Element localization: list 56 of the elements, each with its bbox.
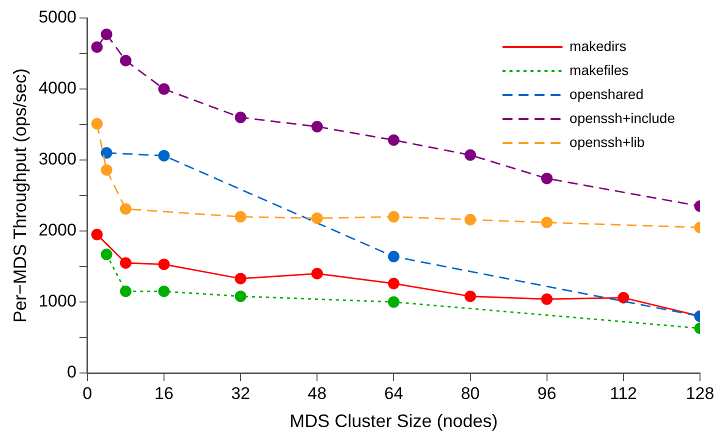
x-tick-label: 64	[384, 384, 404, 403]
x-tick-label: 48	[308, 384, 327, 403]
legend-label: openssh+lib	[570, 134, 645, 150]
point	[311, 120, 323, 132]
point	[91, 41, 103, 53]
y-tick-label: 5000	[38, 8, 76, 27]
point	[388, 296, 400, 308]
point	[234, 290, 246, 302]
point	[91, 118, 103, 130]
point	[158, 258, 170, 270]
point	[618, 292, 630, 304]
legend-label: makedirs	[570, 38, 626, 54]
x-tick-label: 32	[231, 384, 250, 403]
point	[120, 257, 132, 269]
point	[311, 268, 323, 280]
point	[120, 203, 132, 215]
x-tick-label: 80	[460, 384, 480, 403]
point	[541, 293, 553, 305]
y-tick-label: 2000	[38, 220, 76, 240]
legend-label: openssh+include	[570, 110, 676, 126]
point	[158, 150, 170, 162]
y-tick-label: 3000	[38, 150, 76, 169]
y-tick-label: 4000	[38, 78, 76, 98]
y-axis-title: Per−MDS Throughput (ops/sec)	[10, 68, 30, 323]
point	[100, 28, 112, 40]
point	[120, 54, 132, 66]
point	[234, 272, 246, 284]
point	[311, 212, 323, 224]
point	[464, 214, 476, 226]
point	[100, 147, 112, 159]
point	[91, 228, 103, 240]
point	[234, 211, 246, 223]
point	[388, 211, 400, 223]
x-tick-label: 128	[686, 384, 714, 403]
x-tick-label: 96	[537, 384, 556, 403]
point	[234, 112, 246, 124]
point	[464, 290, 476, 302]
point	[541, 216, 553, 228]
point	[100, 164, 112, 176]
x-tick-label: 16	[154, 384, 174, 403]
point	[120, 286, 132, 298]
x-tick-label: 112	[610, 384, 637, 403]
point	[388, 278, 400, 290]
x-axis-title: MDS Cluster Size (nodes)	[290, 411, 498, 432]
x-tick-label: 0	[82, 384, 92, 403]
legend-label: makefiles	[570, 62, 629, 78]
y-tick-label: 1000	[38, 292, 76, 311]
point	[100, 248, 112, 260]
y-tick-label: 0	[66, 362, 76, 382]
legend-label: openshared	[570, 86, 644, 102]
point	[541, 172, 553, 184]
point	[388, 134, 400, 146]
point	[158, 286, 170, 298]
point	[388, 250, 400, 262]
point	[158, 83, 170, 95]
point	[464, 149, 476, 161]
